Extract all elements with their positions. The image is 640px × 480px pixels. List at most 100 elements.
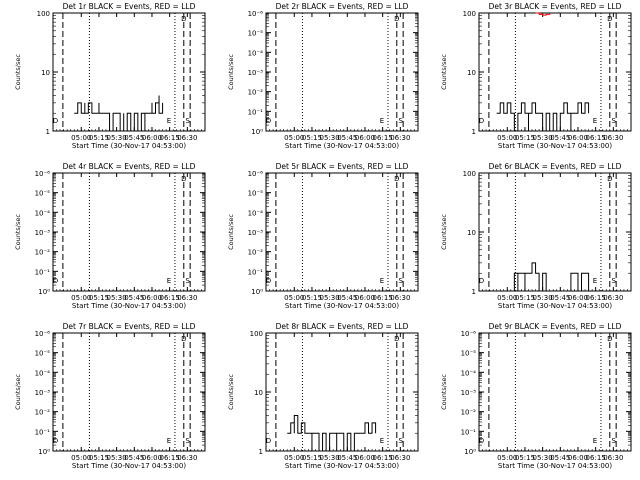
x-tick-label: 05:00: [497, 294, 517, 302]
y-tick-label: 10⁻³: [248, 229, 264, 237]
y-tick-label: 10⁻¹: [248, 108, 264, 116]
plot-frame: [478, 172, 632, 292]
panel-det-4: Det 4r BLACK = Events, RED = LLD 10⁰ 10⁻¹ 1…: [14, 162, 206, 310]
x-tick-label: 06:30: [177, 454, 197, 462]
x-axis-label: Start Time (30-Nov-17 04:53:00): [72, 302, 186, 310]
x-tick-label: 05:15: [89, 454, 109, 462]
x-tick-label: 06:30: [390, 294, 410, 302]
series-line-2: [535, 12, 551, 16]
y-tick-label: 10⁻¹: [248, 268, 264, 276]
panel-det-3: Det 3r BLACK = Events, RED = LLD 1 10 100 05…: [440, 2, 632, 150]
x-tick-label: 06:00: [568, 294, 588, 302]
panel-det-9: Det 9r BLACK = Events, RED = LLD 10⁰ 10⁻¹ 1…: [440, 322, 632, 470]
y-tick-label: 10⁻⁵: [248, 30, 264, 38]
event-marker-label: S: [398, 277, 403, 285]
y-axis-label: Counts/sec: [14, 374, 22, 410]
y-tick-label: 10⁻²: [35, 249, 51, 257]
x-tick-label: 06:30: [177, 294, 197, 302]
y-tick-label: 10⁻⁴: [35, 209, 51, 217]
event-marker-label: D: [266, 277, 271, 285]
event-marker-label: E: [380, 117, 384, 125]
y-axis-label: Counts/sec: [14, 54, 22, 90]
x-tick-label: 05:45: [550, 134, 570, 142]
y-tick-label: 10⁻³: [461, 389, 477, 397]
panel-title: Det 2r BLACK = Events, RED = LLD: [276, 2, 409, 11]
event-marker-label: E: [380, 437, 384, 445]
plot-frame: [478, 332, 632, 452]
event-marker-label: D: [394, 15, 399, 23]
y-tick-label: 10⁻²: [248, 249, 264, 257]
x-tick-label: 05:30: [533, 294, 553, 302]
y-tick-label: 10⁻⁴: [248, 49, 264, 57]
y-tick-label: 1: [259, 448, 263, 456]
event-marker-label: E: [167, 117, 171, 125]
x-tick-label: 05:45: [550, 454, 570, 462]
event-marker-label: S: [185, 277, 190, 285]
x-tick-label: 05:15: [89, 134, 109, 142]
x-tick-label: 05:30: [107, 454, 127, 462]
x-tick-label: 06:15: [586, 454, 606, 462]
x-axis-label: Start Time (30-Nov-17 04:53:00): [285, 302, 399, 310]
x-tick-label: 06:00: [568, 454, 588, 462]
plot-frame: [265, 172, 419, 292]
event-marker-label: D: [266, 437, 271, 445]
event-marker-label: D: [53, 437, 58, 445]
y-tick-label: 10⁻²: [35, 409, 51, 417]
y-tick-label: 10⁻⁶: [35, 170, 51, 178]
x-tick-label: 06:00: [142, 294, 162, 302]
event-marker-label: D: [181, 15, 186, 23]
y-tick-label: 10⁻⁵: [35, 190, 51, 198]
event-marker-label: D: [394, 175, 399, 183]
x-axis-label: Start Time (30-Nov-17 04:53:00): [285, 462, 399, 470]
event-marker-label: D: [181, 335, 186, 343]
panel-det-1: Det 1r BLACK = Events, RED = LLD 1 10 100 05…: [14, 2, 206, 150]
x-tick-label: 05:00: [71, 294, 91, 302]
x-tick-label: 05:45: [337, 294, 357, 302]
y-tick-label: 1: [472, 288, 476, 296]
panel-det-5: Det 5r BLACK = Events, RED = LLD 10⁰ 10⁻¹ 1…: [227, 162, 419, 310]
panel-title: Det 5r BLACK = Events, RED = LLD: [276, 162, 409, 171]
x-tick-label: 06:15: [586, 294, 606, 302]
x-tick-label: 05:45: [124, 454, 144, 462]
event-marker-label: E: [593, 117, 597, 125]
x-tick-label: 05:30: [107, 294, 127, 302]
y-tick-label: 10: [467, 69, 476, 77]
panel-title: Det 3r BLACK = Events, RED = LLD: [489, 2, 622, 11]
panel-det-8: Det 8r BLACK = Events, RED = LLD 1 10 100 05…: [227, 322, 419, 470]
x-tick-label: 05:00: [71, 134, 91, 142]
plot-frame: [52, 332, 206, 452]
x-axis-label: Start Time (30-Nov-17 04:53:00): [498, 302, 612, 310]
event-marker-label: E: [167, 437, 171, 445]
y-tick-label: 10⁻⁴: [248, 209, 264, 217]
x-tick-label: 05:45: [337, 134, 357, 142]
x-tick-label: 06:00: [355, 294, 375, 302]
event-marker-label: D: [607, 15, 612, 23]
event-marker-label: D: [479, 437, 484, 445]
x-tick-label: 06:00: [355, 454, 375, 462]
event-marker-label: S: [611, 437, 616, 445]
y-tick-label: 10⁻³: [248, 69, 264, 77]
x-axis-label: Start Time (30-Nov-17 04:53:00): [285, 142, 399, 150]
y-tick-label: 1: [46, 128, 50, 136]
event-marker-label: E: [593, 437, 597, 445]
y-tick-label: 10⁻⁴: [35, 369, 51, 377]
y-tick-label: 10: [41, 69, 50, 77]
x-axis-label: Start Time (30-Nov-17 04:53:00): [498, 462, 612, 470]
x-tick-label: 05:00: [497, 454, 517, 462]
y-tick-label: 10⁻⁶: [35, 330, 51, 338]
x-tick-label: 06:00: [355, 134, 375, 142]
y-tick-label: 10⁻⁵: [35, 350, 51, 358]
x-tick-label: 06:00: [568, 134, 588, 142]
y-tick-label: 100: [37, 10, 50, 18]
x-tick-label: 05:00: [71, 454, 91, 462]
y-axis-label: Counts/sec: [227, 214, 235, 250]
x-axis-label: Start Time (30-Nov-17 04:53:00): [72, 462, 186, 470]
x-tick-label: 06:15: [373, 294, 393, 302]
event-marker-label: S: [611, 117, 616, 125]
event-marker-label: D: [266, 117, 271, 125]
x-tick-label: 05:45: [124, 134, 144, 142]
y-axis-label: Counts/sec: [14, 214, 22, 250]
event-marker-label: D: [607, 335, 612, 343]
